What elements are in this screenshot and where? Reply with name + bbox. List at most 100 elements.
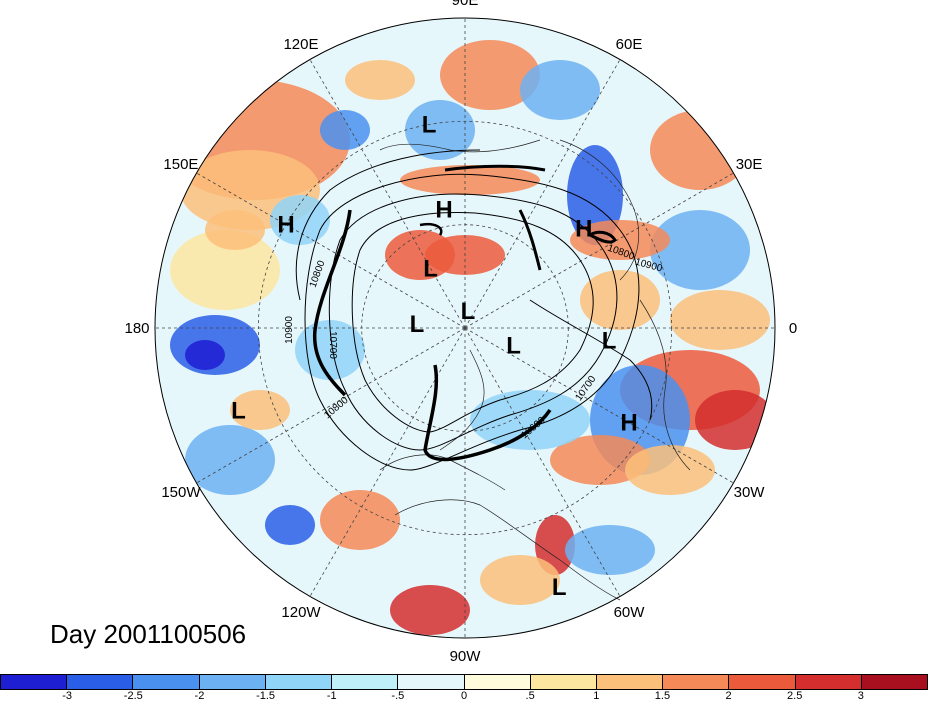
colorbar-tick-label: -1 bbox=[326, 690, 337, 702]
contour-line bbox=[295, 149, 481, 301]
anomaly-patch bbox=[670, 290, 770, 350]
low-pressure-label: L bbox=[552, 574, 567, 601]
meridian-line bbox=[196, 327, 466, 484]
longitude-label: 30W bbox=[734, 484, 766, 501]
anomaly-patch bbox=[650, 110, 750, 190]
anomaly-field bbox=[155, 18, 775, 638]
meridian-line bbox=[464, 327, 734, 484]
colorbar-tick-label: 0 bbox=[460, 690, 468, 702]
anomaly-patch bbox=[295, 320, 365, 380]
low-pressure-label: L bbox=[506, 333, 521, 360]
anomaly-patch bbox=[320, 490, 400, 550]
anomaly-patch bbox=[625, 445, 715, 495]
colorbar-tick-label: -.5 bbox=[391, 690, 405, 702]
longitude-label: 30E bbox=[736, 156, 763, 173]
anomaly-patch bbox=[580, 270, 660, 330]
colorbar-tick-label: 2.5 bbox=[787, 690, 803, 702]
colorbar-box bbox=[1, 675, 68, 689]
anomaly-patch bbox=[170, 230, 280, 310]
longitude-label: 180 bbox=[124, 320, 149, 337]
colorbar-tick-label: 1 bbox=[593, 690, 600, 702]
anomaly-patch bbox=[565, 525, 655, 575]
colorbar-tick-label: 2 bbox=[725, 690, 732, 702]
colorbar-box bbox=[332, 675, 399, 689]
contour-line bbox=[586, 230, 617, 244]
meridian-line bbox=[464, 327, 621, 597]
anomaly-patch bbox=[400, 165, 540, 195]
contour-line bbox=[444, 164, 546, 172]
anomaly-patch bbox=[650, 210, 750, 290]
low-pressure-label: L bbox=[461, 298, 476, 325]
meridian-line bbox=[196, 172, 466, 329]
high-pressure-label: H bbox=[620, 410, 637, 437]
contour-line bbox=[419, 223, 443, 236]
longitude-label: 60W bbox=[614, 604, 646, 621]
high-pressure-label: H bbox=[435, 196, 452, 223]
colorbar-tick-label: -1.5 bbox=[256, 690, 276, 702]
anomaly-patch bbox=[265, 505, 315, 545]
low-pressure-label: L bbox=[602, 328, 617, 355]
coastline bbox=[559, 139, 640, 281]
day-label: Day 2001100506 bbox=[50, 619, 247, 649]
high-pressure-label: H bbox=[277, 212, 294, 239]
colorbar-tick-label: -2 bbox=[194, 690, 205, 702]
colorbar-box bbox=[199, 675, 266, 689]
colorbar-tick-label: 3 bbox=[857, 690, 864, 702]
graticule bbox=[155, 18, 775, 638]
longitude-label: 120W bbox=[281, 604, 321, 621]
anomaly-patch bbox=[470, 390, 590, 450]
colorbar-box bbox=[398, 675, 465, 689]
colorbar-box bbox=[133, 675, 200, 689]
anomaly-patch bbox=[570, 220, 670, 260]
coastline bbox=[394, 499, 621, 601]
coastline bbox=[439, 349, 485, 451]
anomaly-patch bbox=[345, 60, 415, 100]
anomaly-patch bbox=[550, 435, 650, 485]
longitude-label: 150W bbox=[161, 484, 201, 501]
anomaly-patch bbox=[230, 390, 290, 430]
colorbar-box bbox=[530, 675, 597, 689]
contour-value-label: 10900 bbox=[284, 316, 295, 344]
map-boundary bbox=[154, 17, 776, 639]
high-pressure-label: H bbox=[575, 215, 592, 242]
colorbar-tick-label: .5 bbox=[525, 690, 535, 702]
meridian-line bbox=[464, 172, 734, 329]
colorbar-box bbox=[464, 675, 531, 689]
anomaly-patch bbox=[320, 110, 370, 150]
low-pressure-label: L bbox=[410, 311, 425, 338]
contour-line bbox=[328, 193, 618, 451]
longitude-label: 120E bbox=[283, 36, 318, 53]
coastline bbox=[379, 139, 541, 153]
colorbar-box bbox=[265, 675, 333, 689]
contour-line bbox=[304, 173, 640, 471]
anomaly-patch bbox=[405, 100, 475, 160]
low-pressure-label: L bbox=[231, 397, 246, 424]
colorbar-boxes bbox=[0, 674, 928, 690]
contour-line bbox=[518, 209, 542, 271]
anomaly-patch bbox=[695, 390, 775, 450]
contour-value-label: 10700 bbox=[327, 331, 338, 359]
low-pressure-label: L bbox=[422, 111, 437, 138]
geopotential-contours bbox=[295, 149, 653, 471]
colorbar-box bbox=[795, 675, 862, 689]
colorbar-box bbox=[729, 675, 796, 689]
contour-line bbox=[312, 209, 352, 397]
longitude-label: 0 bbox=[789, 320, 797, 337]
meridian-line bbox=[464, 59, 621, 329]
latitude-circle bbox=[257, 120, 673, 536]
coastline bbox=[639, 299, 691, 471]
meridian-line bbox=[309, 59, 466, 329]
longitude-label: 150E bbox=[163, 156, 198, 173]
colorbar-tick-label: -3 bbox=[62, 690, 73, 702]
colorbar-box bbox=[67, 675, 134, 689]
contour-line bbox=[351, 212, 594, 433]
longitude-label: 60E bbox=[616, 36, 643, 53]
longitude-labels: 90E 60E 30E 0 30W 60W 90W 120W 150W 180 150E 120E bbox=[124, 0, 797, 665]
colorbar-box bbox=[596, 675, 664, 689]
anomaly-patch bbox=[185, 425, 275, 495]
contour-line bbox=[529, 299, 653, 421]
meridian-line bbox=[309, 327, 466, 597]
anomaly-patch bbox=[185, 340, 225, 370]
longitude-label: 90E bbox=[452, 0, 479, 9]
